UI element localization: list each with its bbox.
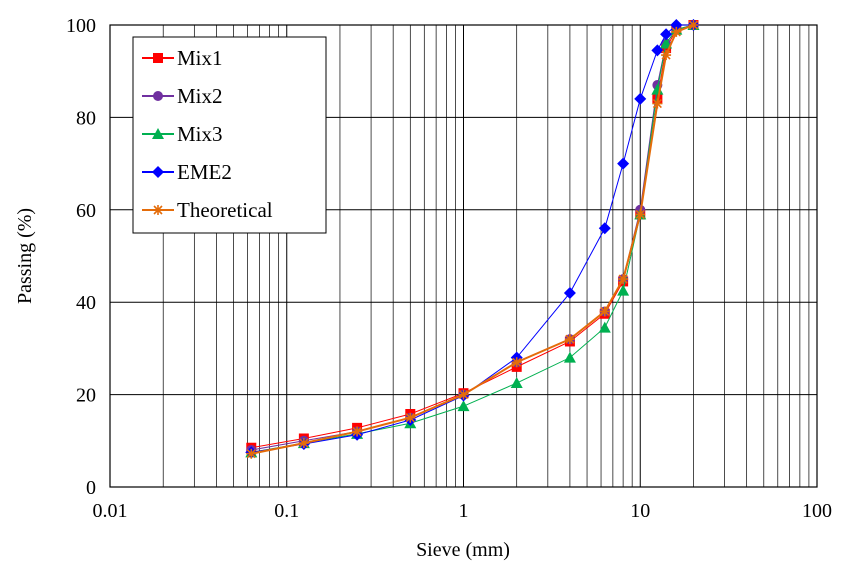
data-point-mix3 xyxy=(617,284,630,296)
legend-label-theoretical: Theoretical xyxy=(177,198,273,222)
data-point-mix3 xyxy=(660,37,673,49)
x-axis-title: Sieve (mm) xyxy=(416,539,510,561)
data-point-eme2 xyxy=(617,157,630,170)
series-theoretical xyxy=(246,20,699,459)
legend-marker-mix1 xyxy=(153,53,163,63)
series-line-theoretical xyxy=(251,24,694,455)
data-point-theoretical xyxy=(671,26,682,37)
x-tick-label: 0.01 xyxy=(93,500,128,522)
y-tick-label: 20 xyxy=(76,385,96,407)
data-point-theoretical xyxy=(564,334,575,345)
plot-area-frame xyxy=(109,24,818,488)
y-tick-label: 100 xyxy=(66,15,96,37)
data-point-theoretical xyxy=(688,20,699,30)
data-point-theoretical xyxy=(635,209,646,220)
data-point-theoretical xyxy=(599,306,610,317)
legend-label-eme2: EME2 xyxy=(177,160,232,184)
legend: Mix1 Mix2 Mix3 EME2 Theoretical xyxy=(132,36,327,234)
data-point-theoretical xyxy=(246,448,257,459)
data-point-theoretical xyxy=(352,426,363,437)
y-tick-label: 40 xyxy=(76,292,96,314)
data-point-theoretical xyxy=(298,438,309,449)
y-axis-title: Passing (%) xyxy=(14,208,36,304)
data-point-mix3 xyxy=(510,377,523,389)
data-point-theoretical xyxy=(618,274,629,285)
data-point-theoretical xyxy=(652,98,663,109)
data-point-theoretical xyxy=(661,50,672,61)
legend-label-mix2: Mix2 xyxy=(177,84,223,108)
x-tick-label: 100 xyxy=(802,500,832,522)
data-point-eme2 xyxy=(598,222,611,235)
legend-item-mix3: Mix3 xyxy=(142,122,223,146)
x-tick-label: 1 xyxy=(459,500,469,522)
x-tick-label: 10 xyxy=(630,500,650,522)
legend-item-mix2: Mix2 xyxy=(142,84,223,108)
data-point-mix3 xyxy=(457,400,470,412)
legend-label-mix1: Mix1 xyxy=(177,46,223,70)
y-tick-labels: 0 20 40 60 80 100 xyxy=(66,15,96,499)
y-tick-label: 0 xyxy=(86,477,96,499)
legend-item-eme2: EME2 xyxy=(142,160,232,184)
data-point-eme2 xyxy=(651,44,664,57)
data-point-mix3 xyxy=(598,321,611,333)
legend-marker-mix2 xyxy=(153,91,163,101)
legend-item-theoretical: Theoretical xyxy=(142,198,273,222)
data-point-theoretical xyxy=(405,412,416,423)
series-eme2 xyxy=(245,19,700,459)
data-point-eme2 xyxy=(563,286,576,299)
x-tick-labels: 0.01 0.1 1 10 100 xyxy=(93,500,833,522)
y-tick-label: 80 xyxy=(76,107,96,129)
x-tick-label: 0.1 xyxy=(274,500,299,522)
legend-item-mix1: Mix1 xyxy=(142,46,223,70)
legend-marker-theoretical xyxy=(153,205,163,215)
data-point-eme2 xyxy=(634,92,647,105)
data-point-theoretical xyxy=(511,357,522,368)
legend-marker-mix3 xyxy=(152,128,164,139)
data-point-eme2 xyxy=(660,28,673,41)
data-point-mix3 xyxy=(563,351,576,363)
data-point-theoretical xyxy=(458,389,469,400)
legend-label-mix3: Mix3 xyxy=(177,122,223,146)
legend-marker-eme2 xyxy=(152,166,164,178)
series-layer xyxy=(245,19,700,459)
y-tick-label: 60 xyxy=(76,200,96,222)
